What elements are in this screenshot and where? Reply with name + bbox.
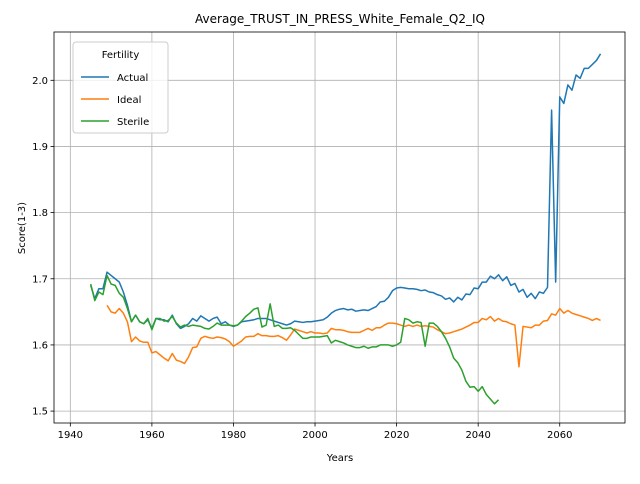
x-tick-label: 1940 <box>58 430 83 441</box>
axes-frame <box>53 31 626 424</box>
x-tick-label: 2060 <box>547 430 572 441</box>
x-tick-label: 1960 <box>139 430 164 441</box>
y-tick-label: 1.9 <box>32 142 48 153</box>
legend-box <box>72 41 169 134</box>
legend-label: Ideal <box>117 95 141 106</box>
line <box>106 304 601 368</box>
legend-label: Sterile <box>117 117 149 128</box>
x-tick-label: 2020 <box>384 430 409 441</box>
legend-label: Actual <box>117 73 148 84</box>
y-tick-label: 1.5 <box>32 407 48 418</box>
y-tick-label: 1.6 <box>32 340 48 351</box>
chart-title: Average_TRUST_IN_PRESS_White_Female_Q2_I… <box>195 12 485 26</box>
x-axis-label: Years <box>326 453 353 464</box>
legend-title: Fertility <box>102 50 140 61</box>
x-tick-label: 2000 <box>302 430 327 441</box>
y-tick-label: 1.7 <box>32 274 48 285</box>
x-tick-label: 2040 <box>465 430 490 441</box>
legend: Fertility Actual Ideal Sterile <box>72 41 169 134</box>
y-axis-label: Score(1-3) <box>17 202 28 254</box>
line <box>89 274 500 405</box>
y-tick-label: 1.8 <box>32 208 48 219</box>
y-tick-label: 2.0 <box>32 76 48 87</box>
x-tick-label: 1980 <box>221 430 246 441</box>
